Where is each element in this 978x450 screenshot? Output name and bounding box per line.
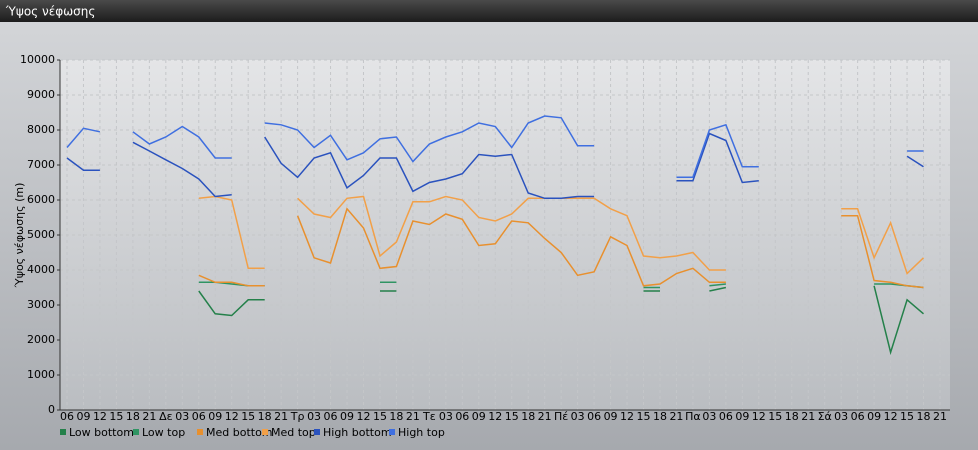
- legend-label: Med top: [271, 426, 316, 439]
- series-line: [198, 207, 924, 289]
- x-tick-label: 15: [505, 410, 519, 423]
- series-line: [198, 285, 924, 356]
- x-tick-label: 03: [834, 410, 848, 423]
- x-tick-label: 06: [324, 410, 338, 423]
- x-tick-label: 15: [373, 410, 387, 423]
- legend-label: Low top: [142, 426, 185, 439]
- y-tick-label: 9000: [27, 88, 55, 101]
- x-tick-label: 12: [225, 410, 239, 423]
- legend-swatch: [314, 429, 320, 435]
- x-tick-label: 06: [851, 410, 865, 423]
- legend-swatch: [60, 429, 66, 435]
- x-tick-label: 15: [900, 410, 914, 423]
- x-tick-label: 15: [637, 410, 651, 423]
- x-tick-label: 15: [241, 410, 255, 423]
- x-tick-label: 21: [933, 410, 947, 423]
- x-tick-label: Πέ: [554, 410, 568, 423]
- y-tick-label: 2000: [27, 333, 55, 346]
- x-tick-label: 06: [455, 410, 469, 423]
- series-line: [66, 115, 924, 179]
- y-axis-label: Ύψος νέφωσης (m): [13, 183, 26, 289]
- legend-swatch: [197, 429, 203, 435]
- x-tick-label: 15: [109, 410, 123, 423]
- x-tick-label: 21: [406, 410, 420, 423]
- x-tick-label: 09: [76, 410, 90, 423]
- x-tick-label: Πα: [685, 410, 701, 423]
- x-tick-label: 18: [389, 410, 403, 423]
- y-tick-label: 6000: [27, 193, 55, 206]
- legend-label: Low bottom: [69, 426, 134, 439]
- y-tick-label: 10000: [20, 53, 55, 66]
- y-tick-label: 0: [48, 403, 55, 416]
- x-tick-label: 09: [735, 410, 749, 423]
- x-tick-label: 09: [208, 410, 222, 423]
- y-tick-label: 4000: [27, 263, 55, 276]
- legend-label: High bottom: [323, 426, 392, 439]
- x-tick-label: 18: [521, 410, 535, 423]
- legend-swatch: [389, 429, 395, 435]
- x-tick-label: 21: [142, 410, 156, 423]
- x-tick-label: 09: [472, 410, 486, 423]
- x-tick-label: 12: [884, 410, 898, 423]
- y-tick-label: 7000: [27, 158, 55, 171]
- series-line: [198, 195, 925, 275]
- legend-swatch: [133, 429, 139, 435]
- x-tick-label: 18: [785, 410, 799, 423]
- x-tick-label: 06: [719, 410, 733, 423]
- legend-swatch: [262, 429, 268, 435]
- y-tick-label: 1000: [27, 368, 55, 381]
- x-tick-label: 03: [307, 410, 321, 423]
- x-tick-label: Σά: [818, 410, 832, 423]
- x-tick-label: 12: [356, 410, 370, 423]
- x-tick-label: 12: [752, 410, 766, 423]
- series-line: [198, 281, 924, 289]
- x-tick-label: 12: [488, 410, 502, 423]
- legend-label: High top: [398, 426, 445, 439]
- x-tick-label: 18: [653, 410, 667, 423]
- y-tick-label: 3000: [27, 298, 55, 311]
- x-tick-label: 18: [258, 410, 272, 423]
- x-tick-label: 18: [126, 410, 140, 423]
- x-tick-label: 03: [702, 410, 716, 423]
- y-tick-label: 8000: [27, 123, 55, 136]
- x-tick-label: 21: [669, 410, 683, 423]
- x-tick-label: 21: [274, 410, 288, 423]
- x-tick-label: Τε: [422, 410, 436, 423]
- window-title: Ύψος νέφωσης: [5, 5, 95, 19]
- series-line: [66, 132, 924, 200]
- x-tick-label: Δε: [159, 410, 173, 423]
- x-tick-label: Τρ: [290, 410, 305, 423]
- legend-label: Med bottom: [206, 426, 273, 439]
- x-tick-label: 12: [620, 410, 634, 423]
- x-tick-label: 09: [867, 410, 881, 423]
- x-tick-label: 06: [192, 410, 206, 423]
- x-tick-label: 15: [768, 410, 782, 423]
- x-tick-label: 06: [587, 410, 601, 423]
- x-tick-label: 06: [60, 410, 74, 423]
- x-tick-label: 21: [801, 410, 815, 423]
- x-tick-label: 09: [604, 410, 618, 423]
- x-tick-label: 03: [175, 410, 189, 423]
- title-bar: [0, 0, 978, 22]
- x-tick-label: 21: [538, 410, 552, 423]
- y-tick-label: 5000: [27, 228, 55, 241]
- x-tick-label: 03: [439, 410, 453, 423]
- x-tick-label: 18: [917, 410, 931, 423]
- x-tick-label: 09: [340, 410, 354, 423]
- x-tick-label: 12: [93, 410, 107, 423]
- x-tick-label: 03: [571, 410, 585, 423]
